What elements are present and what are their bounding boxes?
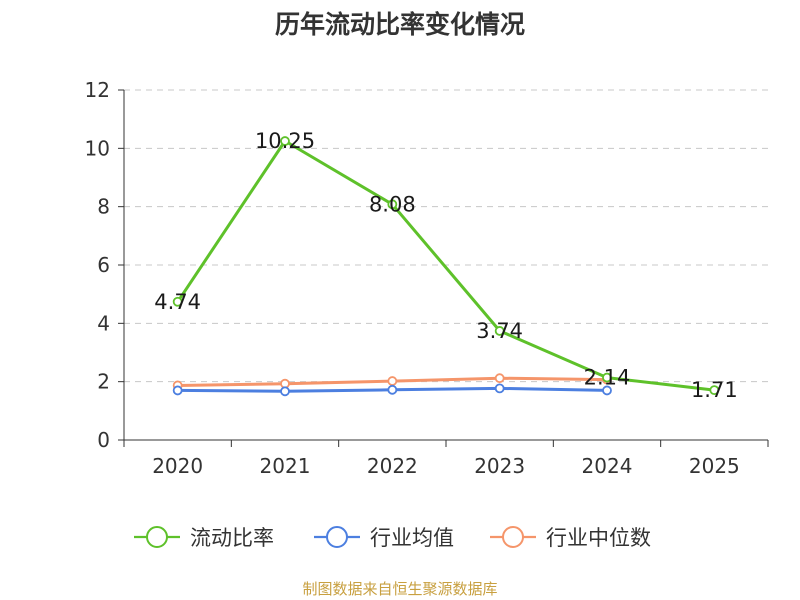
legend-marker-icon xyxy=(146,526,168,548)
legend-item[interactable]: 行业均值 xyxy=(314,526,454,550)
data-label: 8.08 xyxy=(369,192,416,216)
axes: 0 2 4 6 8 10 12 2020 2021 2022 2023 2024 2025 xyxy=(85,78,769,478)
chart-title: 历年流动比率变化情况 xyxy=(275,10,525,39)
data-point[interactable] xyxy=(387,384,398,395)
series-lines xyxy=(172,136,720,397)
source-note: 制图数据来自恒生聚源数据库 xyxy=(302,580,497,598)
legend-marker-icon xyxy=(326,526,348,548)
x-tick-label: 2021 xyxy=(260,454,311,478)
data-point[interactable] xyxy=(387,376,398,386)
legend-item[interactable]: 行业中位数 xyxy=(490,526,651,550)
data-label: 4.74 xyxy=(154,290,201,314)
legend-label: 行业中位数 xyxy=(546,526,651,550)
x-tick-label: 2023 xyxy=(474,454,525,478)
data-point[interactable] xyxy=(172,296,183,307)
data-label: 1.71 xyxy=(691,378,738,402)
data-point[interactable] xyxy=(494,326,505,336)
data-point[interactable] xyxy=(387,199,398,210)
x-tick-label: 2025 xyxy=(689,454,740,478)
y-tick-label: 0 xyxy=(97,428,110,452)
data-labels: 4.74 10.25 8.08 3.74 2.14 1.71 xyxy=(154,129,737,402)
data-point[interactable] xyxy=(280,136,290,146)
data-label: 2.14 xyxy=(584,366,631,390)
data-point[interactable] xyxy=(280,386,290,397)
y-tick-label: 8 xyxy=(97,195,110,219)
y-tick-label: 2 xyxy=(97,370,110,394)
data-label: 10.25 xyxy=(255,129,315,153)
data-point[interactable] xyxy=(172,385,183,396)
data-point[interactable] xyxy=(494,383,505,394)
data-point[interactable] xyxy=(602,372,612,383)
legend-label: 行业均值 xyxy=(370,526,454,550)
y-tick-label: 10 xyxy=(85,136,110,160)
y-tick-label: 4 xyxy=(97,311,110,335)
data-point[interactable] xyxy=(709,385,720,396)
y-tick-label: 6 xyxy=(97,253,110,277)
x-tick-label: 2024 xyxy=(582,454,633,478)
series-line xyxy=(176,139,716,392)
y-tick-label: 12 xyxy=(85,78,110,102)
legend[interactable]: 流动比率 行业均值 行业中位数 xyxy=(134,526,651,550)
x-tick-label: 2020 xyxy=(152,454,203,478)
data-point[interactable] xyxy=(602,385,612,396)
legend-marker-icon xyxy=(502,526,524,548)
grid-lines xyxy=(124,89,768,383)
legend-label: 流动比率 xyxy=(190,526,274,550)
legend-item[interactable]: 流动比率 xyxy=(134,526,274,550)
data-point[interactable] xyxy=(494,373,505,384)
data-label: 3.74 xyxy=(476,319,523,343)
x-tick-label: 2022 xyxy=(367,454,418,478)
